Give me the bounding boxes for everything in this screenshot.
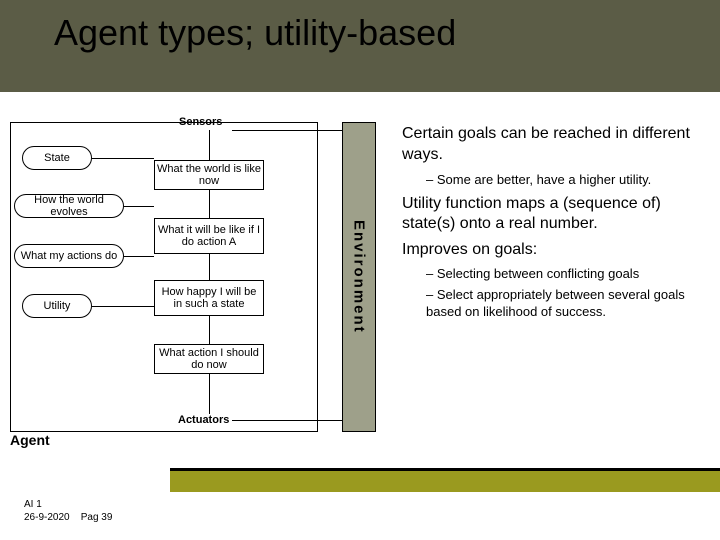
footer-bar <box>170 468 720 492</box>
para-improves: Improves on goals: <box>402 240 706 260</box>
agent-label: Agent <box>10 432 50 448</box>
arrow <box>232 130 342 131</box>
arrow <box>232 420 342 421</box>
footer-text: AI 1 26-9-2020 Pag 39 <box>24 498 112 524</box>
sensors-label: Sensors <box>179 116 222 128</box>
arrow <box>209 190 210 218</box>
box-if-action: What it will be like if I do action A <box>154 218 264 254</box>
box-state: State <box>22 146 92 170</box>
content-panel: Certain goals can be reached in differen… <box>402 124 706 325</box>
box-world-now: What the world is like now <box>154 160 264 190</box>
para-function: Utility function maps a (sequence of) st… <box>402 194 706 234</box>
arrow <box>124 256 154 257</box>
box-should-do: What action I should do now <box>154 344 264 374</box>
footer-course: AI 1 <box>24 499 42 510</box>
box-evolves: How the world evolves <box>14 194 124 218</box>
box-actions: What my actions do <box>14 244 124 268</box>
arrow <box>209 254 210 280</box>
arrow <box>209 374 210 414</box>
para-goals: Certain goals can be reached in differen… <box>402 124 706 166</box>
sub-conflicting: Selecting between conflicting goals <box>426 266 706 283</box>
agent-diagram: Sensors Actuators Agent State How the wo… <box>6 116 394 442</box>
arrow <box>92 158 154 159</box>
footer-page: Pag 39 <box>81 512 113 523</box>
environment-label: Environment <box>351 220 368 334</box>
arrow <box>92 306 154 307</box>
arrow <box>209 130 210 160</box>
slide: Agent types; utility-based Sensors Actua… <box>0 0 720 540</box>
box-utility: Utility <box>22 294 92 318</box>
arrow <box>124 206 154 207</box>
environment-bar: Environment <box>342 122 376 432</box>
footer-date: 26-9-2020 <box>24 512 70 523</box>
box-happy: How happy I will be in such a state <box>154 280 264 316</box>
sub-likelihood: Select appropriately between several goa… <box>426 287 706 321</box>
actuators-label: Actuators <box>178 414 229 426</box>
arrow <box>209 316 210 344</box>
slide-title: Agent types; utility-based <box>54 12 456 54</box>
sub-utility: Some are better, have a higher utility. <box>426 172 706 189</box>
